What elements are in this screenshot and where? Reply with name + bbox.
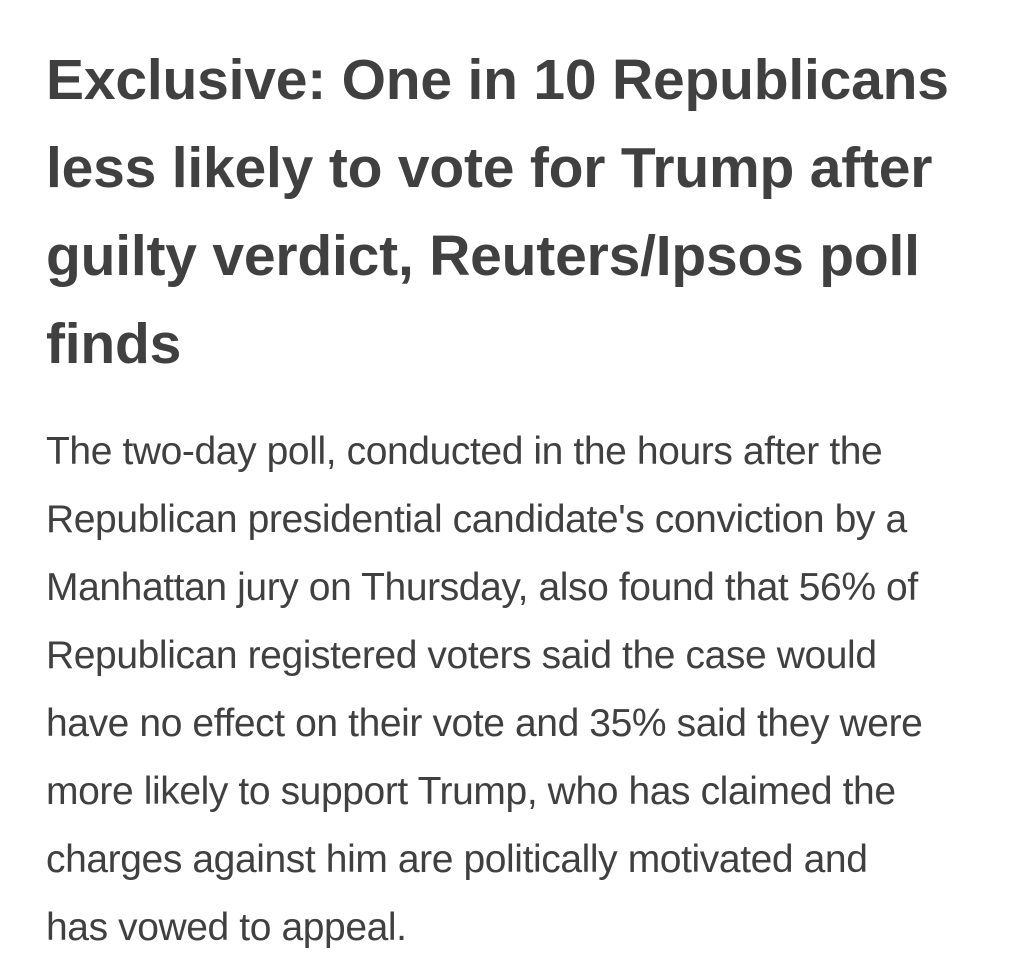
body-line: have no effect on their vote and 35% sai… (46, 702, 923, 745)
body-line: has vowed to appeal. (46, 906, 407, 949)
headline-line: finds (46, 312, 182, 376)
body-line: more likely to support Trump, who has cl… (46, 770, 896, 813)
body-line: Manhattan jury on Thursday, also found t… (46, 566, 918, 609)
article-headline: Exclusive: One in 10 Republicans less li… (46, 36, 986, 388)
body-line: charges against him are politically moti… (46, 838, 868, 881)
body-line: The two-day poll, conducted in the hours… (46, 430, 883, 473)
headline-line: Exclusive: One in 10 Republicans (46, 48, 949, 112)
body-line: Republican registered voters said the ca… (46, 634, 877, 677)
article: Exclusive: One in 10 Republicans less li… (46, 0, 1026, 962)
body-line: Republican presidential candidate's conv… (46, 498, 907, 541)
headline-line: guilty verdict, Reuters/Ipsos poll (46, 224, 920, 288)
headline-line: less likely to vote for Trump after (46, 136, 933, 200)
article-body-paragraph: The two-day poll, conducted in the hours… (46, 418, 1031, 962)
